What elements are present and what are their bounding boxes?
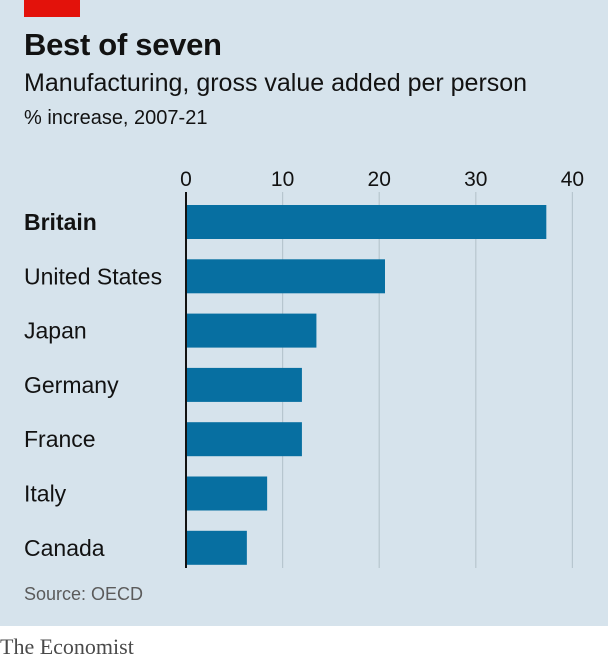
category-label: Britain — [24, 209, 97, 235]
category-label: Canada — [24, 535, 105, 561]
category-label: United States — [24, 263, 162, 289]
chart-unit-label: % increase, 2007-21 — [24, 107, 208, 129]
x-tick-label: 30 — [464, 168, 487, 191]
chart-subtitle: Manufacturing, gross value added per per… — [24, 69, 528, 97]
category-label: France — [24, 426, 96, 452]
bar — [186, 205, 547, 239]
category-label: Italy — [24, 481, 67, 507]
bar — [186, 422, 302, 457]
source-note: Source: OECD — [24, 584, 144, 604]
bar-chart: 0 10 20 30 40 Britain United States Japan German… — [24, 168, 584, 568]
x-tick-label: 40 — [561, 168, 584, 191]
x-tick-label: 20 — [368, 168, 391, 191]
bar — [186, 259, 385, 294]
bar — [186, 367, 302, 402]
category-label: Japan — [24, 318, 87, 344]
category-label: Germany — [24, 372, 119, 398]
x-tick-label: 10 — [271, 168, 294, 191]
bar — [186, 476, 268, 511]
bar — [186, 530, 247, 565]
chart-panel: Best of seven Manufacturing, gross value… — [0, 0, 608, 626]
x-tick-label: 0 — [180, 168, 192, 191]
bar — [186, 313, 317, 348]
chart-title: Best of seven — [24, 27, 222, 62]
publisher-brand: The Economist — [0, 634, 134, 659]
brand-red-tag — [24, 0, 80, 17]
